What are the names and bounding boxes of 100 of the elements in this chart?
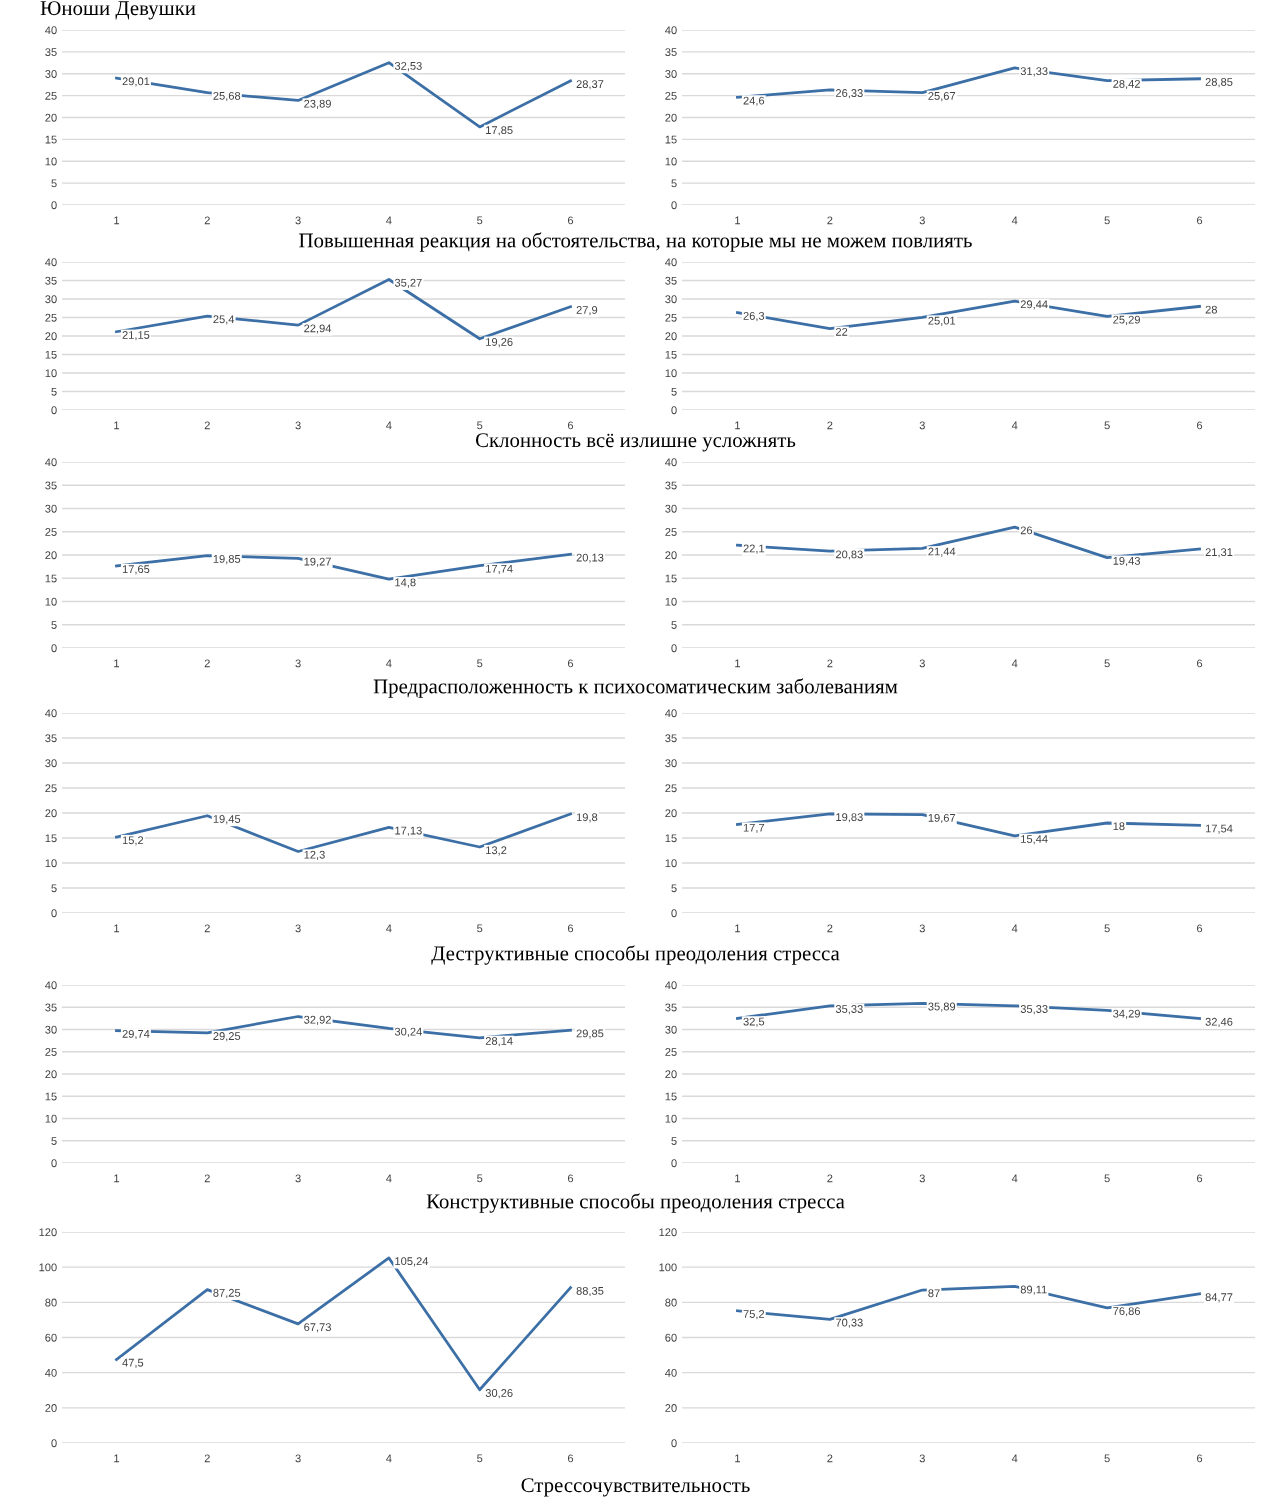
data-label: 87 bbox=[928, 1289, 940, 1298]
y-tick-label: 5 bbox=[671, 1137, 677, 1145]
data-label: 30,26 bbox=[485, 1389, 513, 1399]
data-label: 84,77 bbox=[1205, 1293, 1233, 1303]
data-label: 26,33 bbox=[835, 89, 863, 99]
x-tick-label: 4 bbox=[386, 924, 392, 933]
data-label: 31,33 bbox=[1020, 67, 1048, 77]
y-tick-label: 25 bbox=[45, 784, 57, 793]
y-tick-label: 20 bbox=[45, 332, 57, 341]
y-tick-label: 35 bbox=[665, 1003, 677, 1012]
data-label: 21,15 bbox=[122, 331, 150, 341]
y-tick-label: 0 bbox=[51, 644, 57, 653]
data-label: 17,13 bbox=[395, 826, 422, 836]
x-tick-label: 2 bbox=[204, 924, 210, 933]
x-tick-label: 2 bbox=[204, 1174, 210, 1183]
data-label: 30,24 bbox=[394, 1027, 422, 1037]
x-tick-label: 4 bbox=[386, 421, 392, 430]
data-label: 35,27 bbox=[394, 278, 422, 288]
x-tick-label: 5 bbox=[477, 216, 483, 225]
y-tick-label: 25 bbox=[665, 1048, 677, 1056]
y-tick-label: 5 bbox=[671, 884, 677, 893]
y-tick-label: 10 bbox=[665, 859, 677, 868]
data-label: 18 bbox=[1113, 822, 1125, 831]
x-tick-label: 2 bbox=[827, 421, 833, 430]
y-tick-label: 5 bbox=[51, 179, 57, 188]
x-tick-label: 1 bbox=[735, 1454, 740, 1463]
x-tick-label: 3 bbox=[919, 216, 925, 225]
data-label: 25,68 bbox=[213, 91, 241, 102]
y-tick-label: 35 bbox=[45, 48, 57, 57]
y-tick-label: 25 bbox=[45, 313, 57, 322]
y-tick-label: 40 bbox=[665, 981, 677, 990]
y-tick-label: 0 bbox=[671, 909, 677, 918]
y-tick-label: 40 bbox=[45, 1368, 57, 1377]
data-label: 22,94 bbox=[304, 324, 332, 334]
text: Склонность всё излишне усложнять bbox=[475, 433, 796, 452]
text: Повышенная реакция на обстоятельства, на которые мы не можем повлиять bbox=[299, 232, 972, 252]
data-label: 20,83 bbox=[835, 550, 863, 560]
data-label: 14,8 bbox=[395, 578, 416, 588]
y-tick-label: 10 bbox=[45, 859, 57, 868]
data-label: 24,6 bbox=[743, 96, 765, 106]
y-tick-label: 5 bbox=[671, 387, 677, 396]
x-tick-label: 6 bbox=[567, 421, 574, 430]
data-label: 19,26 bbox=[486, 338, 513, 348]
y-tick-label: 20 bbox=[665, 1070, 677, 1079]
y-tick-label: 30 bbox=[665, 1025, 677, 1034]
y-tick-label: 60 bbox=[665, 1333, 677, 1342]
x-tick-label: 3 bbox=[295, 659, 301, 668]
data-label: 105,24 bbox=[395, 1257, 429, 1267]
x-tick-label: 4 bbox=[1011, 924, 1018, 933]
x-tick-label: 6 bbox=[1197, 421, 1203, 430]
x-tick-label: 4 bbox=[386, 216, 392, 225]
y-tick-label: 40 bbox=[45, 258, 57, 267]
data-label: 26 bbox=[1020, 526, 1033, 535]
data-label: 28,14 bbox=[485, 1037, 513, 1047]
data-label: 28,85 bbox=[1205, 78, 1233, 88]
data-label: 21,44 bbox=[928, 547, 956, 557]
y-tick-label: 0 bbox=[671, 1439, 677, 1448]
y-tick-label: 15 bbox=[665, 574, 677, 583]
data-label: 15,2 bbox=[122, 836, 144, 846]
x-tick-label: 5 bbox=[477, 421, 483, 430]
x-tick-label: 6 bbox=[567, 924, 574, 933]
x-tick-label: 1 bbox=[114, 1454, 120, 1463]
y-tick-label: 0 bbox=[51, 406, 57, 415]
data-label: 87,25 bbox=[213, 1288, 241, 1299]
y-tick-label: 0 bbox=[51, 1439, 57, 1448]
data-label: 19,67 bbox=[928, 813, 956, 824]
x-tick-label: 3 bbox=[919, 659, 925, 668]
data-label: 70,33 bbox=[836, 1318, 863, 1328]
x-tick-label: 3 bbox=[295, 216, 301, 225]
data-label: 17,85 bbox=[486, 126, 513, 136]
y-tick-label: 30 bbox=[665, 295, 677, 304]
x-tick-label: 2 bbox=[827, 216, 833, 225]
y-tick-label: 40 bbox=[665, 26, 677, 35]
text: Конструктивные способы преодоления стресса bbox=[426, 1193, 845, 1213]
y-tick-label: 35 bbox=[665, 481, 677, 490]
x-tick-label: 5 bbox=[477, 924, 483, 933]
data-label: 88,35 bbox=[576, 1286, 604, 1297]
y-tick-label: 30 bbox=[665, 504, 677, 513]
data-label: 17,74 bbox=[486, 564, 513, 574]
y-tick-label: 20 bbox=[665, 113, 677, 122]
y-tick-label: 0 bbox=[51, 201, 57, 210]
x-tick-label: 4 bbox=[1011, 1454, 1018, 1463]
x-tick-label: 1 bbox=[114, 924, 120, 933]
y-tick-label: 5 bbox=[51, 1137, 57, 1145]
x-tick-label: 4 bbox=[1011, 659, 1018, 668]
data-label: 28,37 bbox=[576, 80, 604, 90]
y-tick-label: 25 bbox=[45, 528, 57, 536]
x-tick-label: 4 bbox=[1011, 1174, 1018, 1183]
data-label: 32,46 bbox=[1205, 1017, 1233, 1028]
data-label: 28,42 bbox=[1113, 79, 1140, 90]
x-tick-label: 1 bbox=[114, 659, 120, 668]
data-label: 22,1 bbox=[743, 544, 765, 554]
data-label: 67,73 bbox=[304, 1323, 331, 1333]
y-tick-label: 40 bbox=[665, 458, 677, 467]
x-tick-label: 4 bbox=[1011, 421, 1018, 430]
data-label: 29,25 bbox=[213, 1032, 241, 1042]
y-tick-label: 0 bbox=[671, 201, 677, 210]
x-tick-label: 5 bbox=[1104, 1454, 1110, 1463]
y-tick-label: 0 bbox=[51, 909, 57, 918]
data-label: 19,45 bbox=[213, 815, 241, 825]
